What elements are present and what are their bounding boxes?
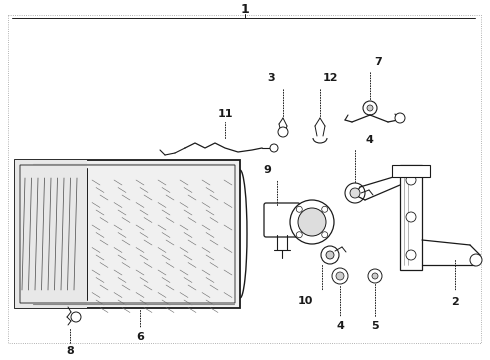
Circle shape <box>326 251 334 259</box>
Circle shape <box>345 183 365 203</box>
Text: 2: 2 <box>451 297 459 307</box>
Text: 8: 8 <box>66 346 74 356</box>
Circle shape <box>372 273 378 279</box>
Text: 12: 12 <box>322 73 338 83</box>
Circle shape <box>321 246 339 264</box>
Circle shape <box>290 200 334 244</box>
Text: 9: 9 <box>263 165 271 175</box>
Circle shape <box>270 144 278 152</box>
Bar <box>392 165 430 177</box>
Text: 10: 10 <box>297 296 313 306</box>
Circle shape <box>298 208 326 236</box>
Text: 7: 7 <box>374 57 382 67</box>
Text: 1: 1 <box>241 3 249 15</box>
Text: 4: 4 <box>365 135 373 145</box>
FancyBboxPatch shape <box>264 203 300 237</box>
Text: 11: 11 <box>217 109 233 119</box>
Circle shape <box>296 232 302 238</box>
Text: 4: 4 <box>336 321 344 331</box>
Bar <box>400 165 422 270</box>
Circle shape <box>336 272 344 280</box>
FancyBboxPatch shape <box>15 160 87 308</box>
Circle shape <box>406 175 416 185</box>
FancyBboxPatch shape <box>15 160 240 308</box>
Circle shape <box>278 127 288 137</box>
Circle shape <box>332 268 348 284</box>
Circle shape <box>406 250 416 260</box>
Circle shape <box>350 188 360 198</box>
Circle shape <box>71 312 81 322</box>
Circle shape <box>322 206 328 212</box>
Circle shape <box>470 254 482 266</box>
Text: 5: 5 <box>371 321 379 331</box>
Circle shape <box>368 269 382 283</box>
Circle shape <box>367 105 373 111</box>
Text: 3: 3 <box>267 73 275 83</box>
Circle shape <box>406 212 416 222</box>
Circle shape <box>363 101 377 115</box>
Text: 6: 6 <box>136 332 144 342</box>
Circle shape <box>322 232 328 238</box>
Circle shape <box>395 113 405 123</box>
Circle shape <box>296 206 302 212</box>
